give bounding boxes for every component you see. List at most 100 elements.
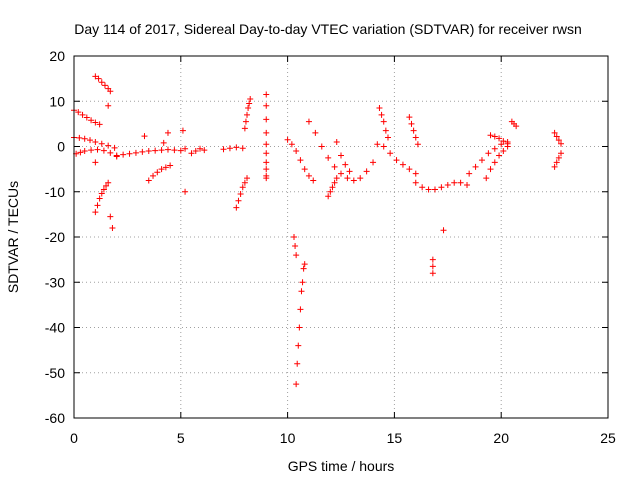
- data-point: [145, 177, 152, 184]
- data-point: [491, 133, 498, 140]
- data-point: [498, 141, 505, 148]
- y-tick-label: -60: [45, 410, 65, 426]
- data-point: [344, 175, 351, 182]
- data-point: [558, 140, 565, 147]
- y-axis-label: SDTVAR / TECUs: [5, 181, 21, 293]
- series-arc-19.5h: [487, 132, 511, 147]
- data-point: [331, 179, 338, 186]
- data-point: [164, 129, 171, 136]
- data-point: [382, 127, 389, 134]
- series-dip-arc-1h: [92, 179, 112, 216]
- series-isolated-1h: [92, 102, 116, 231]
- series-trough-16-to-18h: [412, 179, 471, 193]
- data-point: [346, 168, 353, 175]
- data-point: [92, 209, 99, 216]
- data-point: [318, 143, 325, 150]
- series-cluster-10.5h: [291, 234, 300, 259]
- data-point: [350, 177, 357, 184]
- data-point: [472, 163, 479, 170]
- data-point: [380, 118, 387, 125]
- data-point: [412, 179, 419, 186]
- data-point: [244, 175, 251, 182]
- data-point: [139, 148, 146, 155]
- data-point: [242, 118, 249, 125]
- data-point: [162, 164, 169, 171]
- data-point: [293, 381, 300, 388]
- data-point: [79, 111, 86, 118]
- data-point: [305, 118, 312, 125]
- data-point: [247, 95, 254, 102]
- data-point: [338, 170, 344, 177]
- series-isolated-17h: [429, 227, 447, 277]
- series-arc-5-to-6h: [188, 145, 208, 157]
- data-point: [239, 184, 246, 191]
- data-point: [429, 256, 436, 263]
- y-tick-label: -10: [45, 184, 65, 200]
- series-arc-4h: [145, 162, 174, 184]
- data-point: [105, 142, 112, 149]
- data-point: [496, 135, 503, 142]
- data-point: [246, 100, 253, 107]
- data-point: [327, 188, 334, 195]
- data-point: [555, 137, 562, 144]
- data-point: [393, 157, 400, 164]
- data-point: [425, 186, 432, 193]
- data-point: [500, 138, 507, 145]
- data-point: [152, 147, 159, 154]
- data-point: [241, 125, 248, 132]
- data-point: [141, 133, 148, 140]
- data-point: [103, 182, 110, 189]
- data-point: [295, 342, 302, 349]
- data-point: [201, 147, 208, 154]
- data-point: [120, 151, 127, 158]
- data-point: [293, 252, 300, 259]
- data-point: [126, 150, 133, 157]
- series-arc-12h: [325, 175, 340, 200]
- data-point: [376, 105, 383, 112]
- data-point: [77, 149, 84, 156]
- data-point: [105, 102, 112, 109]
- data-point: [333, 138, 340, 145]
- data-point: [483, 175, 490, 182]
- data-point: [310, 177, 317, 184]
- data-point: [88, 147, 95, 154]
- data-point: [164, 146, 171, 153]
- data-point: [113, 152, 120, 159]
- data-point: [263, 102, 270, 109]
- data-point: [235, 197, 242, 204]
- data-point: [297, 306, 304, 313]
- data-point: [83, 114, 90, 121]
- data-point: [406, 114, 413, 121]
- data-point: [150, 172, 157, 179]
- data-point: [292, 243, 299, 250]
- data-point: [487, 166, 494, 173]
- data-marks: [71, 73, 565, 388]
- data-point: [105, 179, 112, 186]
- data-point: [513, 123, 520, 130]
- data-point: [76, 134, 83, 141]
- data-point: [299, 279, 306, 286]
- data-point: [384, 134, 391, 141]
- data-point: [363, 168, 370, 175]
- x-tick-label: 5: [177, 430, 185, 446]
- data-point: [491, 159, 498, 166]
- data-point: [301, 261, 308, 268]
- series-low-arc-22.5-to-23h: [551, 150, 565, 170]
- y-tick-label: 0: [57, 139, 65, 155]
- data-point: [378, 111, 385, 118]
- data-point: [412, 170, 419, 177]
- data-point: [192, 148, 199, 155]
- series-wave-11-to-13h: [305, 118, 377, 184]
- data-point: [233, 204, 240, 211]
- grid: [74, 56, 608, 418]
- data-point: [220, 146, 227, 153]
- series-rise-arc-8h: [241, 95, 254, 132]
- data-point: [312, 129, 319, 136]
- data-point: [100, 186, 107, 193]
- data-point: [197, 145, 204, 152]
- data-point: [342, 161, 349, 168]
- series-arc-2-to-4h: [113, 146, 184, 159]
- series-arc-12.5h: [333, 138, 353, 175]
- data-point: [239, 145, 246, 152]
- data-point: [410, 127, 417, 134]
